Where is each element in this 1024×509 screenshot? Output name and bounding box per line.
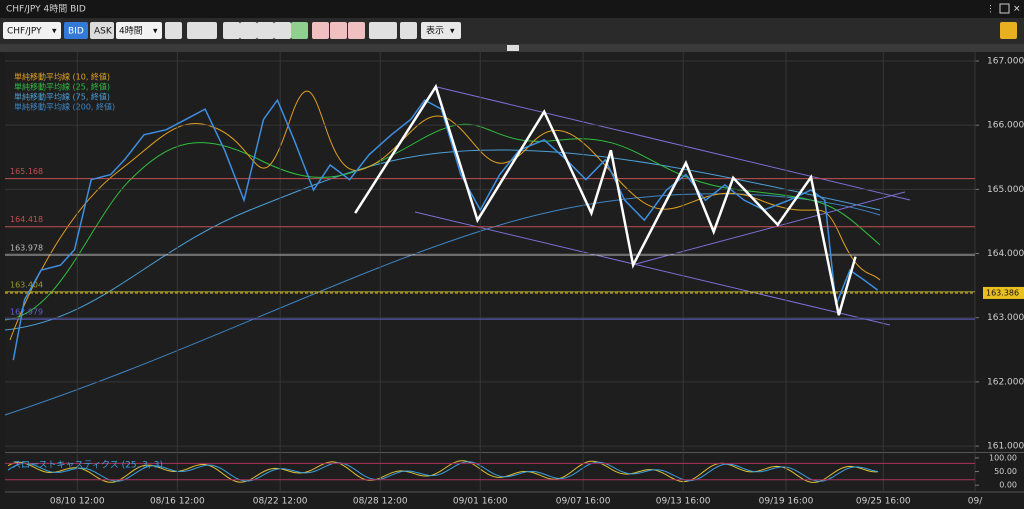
osc-tick-label: 100.00 [989,453,1017,462]
timeframe-select[interactable] [116,22,162,39]
trend-line [436,86,911,201]
tool-button[interactable] [400,22,417,39]
zoom-out-button[interactable] [240,22,257,39]
display-label: 表示 [426,25,444,37]
tool-button[interactable] [291,22,308,39]
x-tick-label: 08/28 12:00 [353,497,408,507]
layout-button[interactable] [1000,22,1017,39]
dropdown-arrow: ▾ [450,27,455,37]
ask-label: ASK [94,27,113,37]
close-button[interactable]: ✕ [1013,5,1021,15]
dropdown-arrow: ▾ [153,27,158,37]
draw-button[interactable] [369,22,397,39]
indicator-legend: 単純移動平均線 (200, 終値) [14,102,115,112]
x-tick-label: 09/19 16:00 [759,497,814,507]
trend-lines [414,86,911,326]
title-bar [0,0,1024,18]
y-tick-label: 164.000 [987,249,1024,259]
current-price-label: 163.386 [986,288,1019,297]
trend-line [631,191,906,266]
zigzag-overlay [354,83,857,316]
zoom-in-button[interactable] [223,22,240,39]
indicator-legend: 単純移動平均線 (10, 終値) [14,72,110,82]
x-tick-label: 09/07 16:00 [556,497,611,507]
dropdown-arrow: ▾ [52,27,57,37]
x-tick-label: 09/25 16:00 [856,497,911,507]
collapse-handle[interactable] [507,45,519,51]
ask-button[interactable] [90,22,114,39]
main-plot [5,52,975,452]
bid-button[interactable] [64,22,88,39]
osc-tick-label: 50.00 [994,467,1017,476]
osc-title: スローストキャスティクス (25, 3, 3) [12,460,163,471]
tool-button[interactable] [312,22,329,39]
indicator-legend: 単純移動平均線 (25, 終値) [14,82,110,92]
ma-10 [9,90,881,341]
window-title: CHF/JPY 4時間 BID [6,4,86,15]
x-tick-label: 09/13 16:00 [656,497,711,507]
y-tick-label: 162.000 [987,377,1024,387]
bid-label: BID [68,27,84,37]
ma-200 [4,193,881,416]
osc-tick-label: 0.00 [999,481,1017,490]
x-tick-label: 09/01 16:00 [453,497,508,507]
trend-line [414,211,891,326]
symbol-select[interactable] [3,22,61,39]
tool-button[interactable] [165,22,182,39]
tool-button[interactable] [330,22,347,39]
menu-button[interactable]: ⋮ [986,5,995,15]
indicator-legend: 単純移動平均線 (75, 終値) [14,92,110,102]
price-level-label: 162.979 [10,308,43,317]
symbol: CHF/JPY [7,27,42,37]
tool-button[interactable] [274,22,291,39]
display-button[interactable] [421,22,461,39]
y-tick-label: 165.000 [987,185,1024,195]
x-tick-label: 09/ [968,497,983,507]
price-level-label: 163.404 [10,280,43,289]
oscillator-plot [5,453,975,492]
price-line [12,98,879,361]
y-tick-label: 167.000 [987,56,1024,66]
y-tick-label: 166.000 [987,121,1024,131]
price-level-label: 163.978 [10,243,43,252]
y-tick-label: 161.000 [987,442,1024,452]
current-price-box [983,286,1024,299]
price-level-label: 165.168 [10,167,43,176]
tool-button[interactable] [348,22,365,39]
chart-type-button[interactable] [187,22,217,39]
tool-button[interactable] [257,22,274,39]
maximize-button[interactable] [999,3,1010,14]
x-tick-label: 08/16 12:00 [150,497,205,507]
price-level-label: 164.418 [10,215,43,224]
stochastic-d [7,461,879,482]
x-tick-label: 08/10 12:00 [50,497,105,507]
x-tick-label: 08/22 12:00 [253,497,308,507]
y-tick-label: 163.000 [987,313,1024,323]
timeframe: 4時間 [119,26,143,37]
